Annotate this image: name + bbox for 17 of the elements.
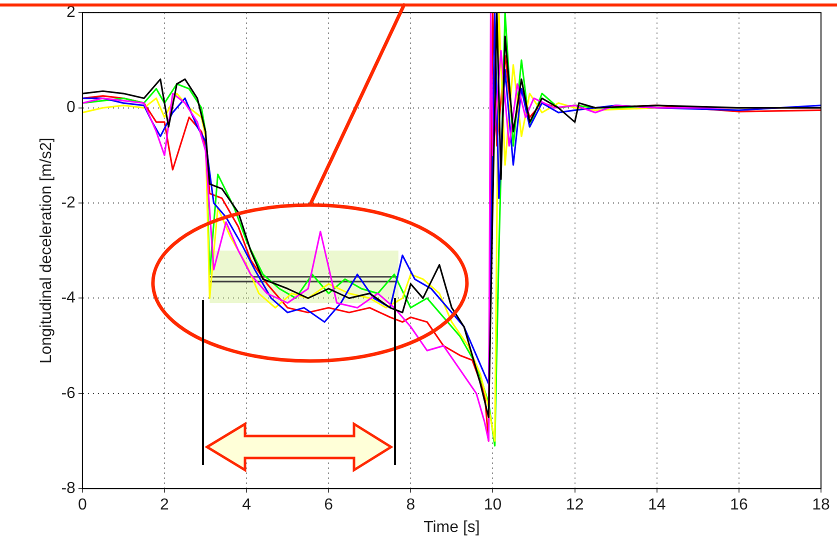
x-tick-label: 12 <box>566 496 584 514</box>
x-tick-label: 0 <box>78 496 87 514</box>
x-tick-label: 16 <box>730 496 748 514</box>
x-tick-label: 10 <box>484 496 502 514</box>
y-tick-label: -4 <box>61 290 76 307</box>
x-tick-label: 6 <box>324 496 334 514</box>
y-tick-label: -8 <box>61 480 76 498</box>
y-tick-label: 0 <box>66 99 76 116</box>
x-tick-label: 2 <box>160 496 170 514</box>
x-axis-title: Time [s] <box>424 518 480 536</box>
y-tick-label: -6 <box>61 384 76 402</box>
x-tick-label: 8 <box>406 496 416 514</box>
x-tick-label: 4 <box>242 496 252 514</box>
y-tick-label: -2 <box>61 194 76 212</box>
x-tick-label: 18 <box>812 496 830 514</box>
x-tick-label: 14 <box>648 496 666 514</box>
y-axis-title: Longitudinal deceleration [m/s2] <box>38 138 56 364</box>
